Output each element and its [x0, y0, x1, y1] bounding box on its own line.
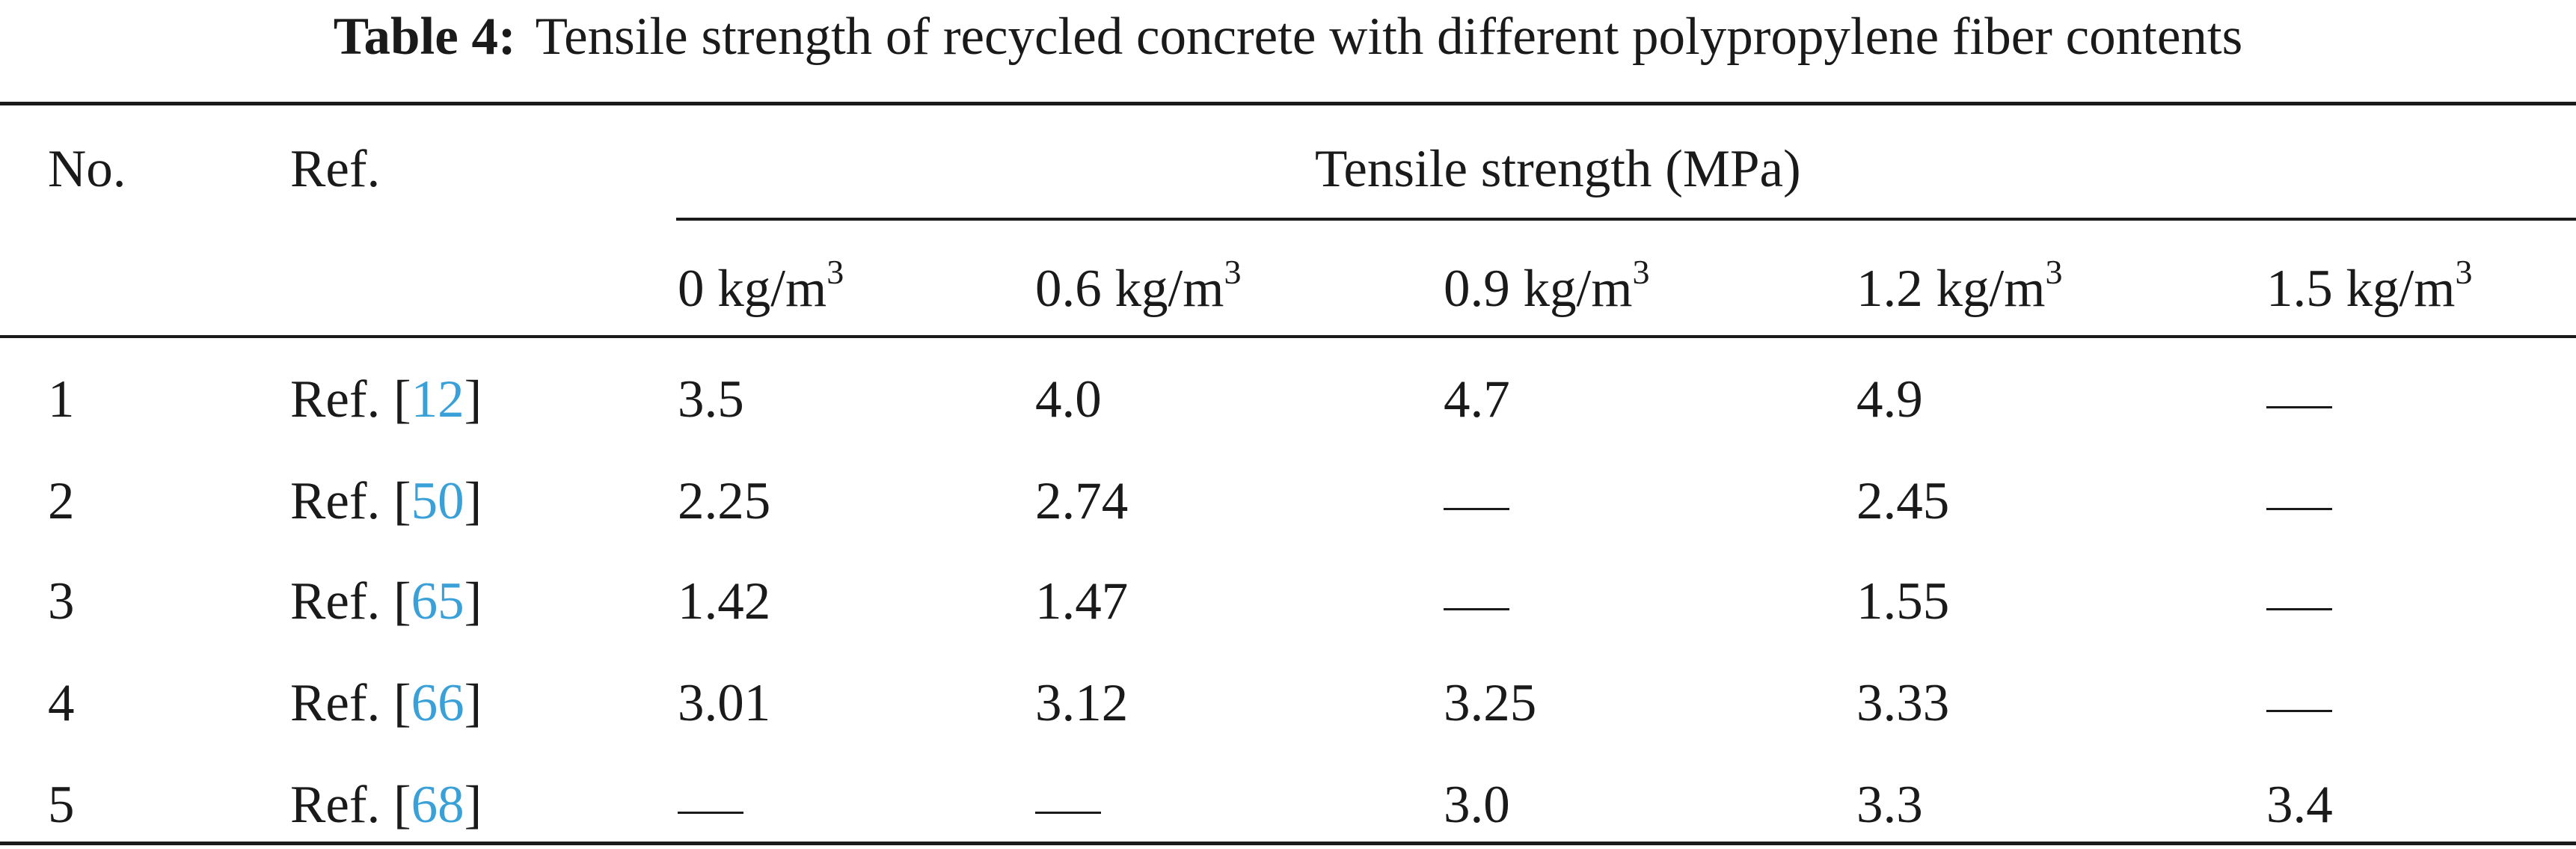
row-5-value-2 — [1035, 775, 1101, 835]
row-2-value-5 — [2266, 471, 2332, 531]
reference-link[interactable]: 50 — [411, 472, 464, 530]
table-bottom-rule — [0, 842, 2576, 845]
header-content-0-exp: 3 — [827, 253, 844, 291]
dash-placeholder — [2266, 508, 2332, 511]
table-caption-label: Table 4: — [333, 7, 516, 66]
header-content-0-value: 0 kg/m — [678, 260, 827, 318]
ref-prefix: Ref. [ — [290, 674, 411, 732]
reference-link[interactable]: 68 — [411, 776, 464, 834]
row-2-ref: Ref. [50] — [290, 471, 482, 531]
ref-prefix: Ref. [ — [290, 572, 411, 631]
row-2-value-3 — [1444, 471, 1509, 531]
dash-placeholder — [1035, 812, 1101, 815]
ref-suffix: ] — [464, 776, 482, 834]
row-4-value-2: 3.12 — [1035, 674, 1129, 732]
row-4-value-4: 3.33 — [1856, 674, 1950, 732]
ref-prefix: Ref. [ — [290, 776, 411, 834]
row-1-value-4: 4.9 — [1856, 370, 1923, 429]
row-4-no: 4 — [48, 674, 75, 732]
header-content-1-value: 0.6 kg/m — [1035, 260, 1224, 318]
row-4-ref: Ref. [66] — [290, 673, 482, 733]
header-content-3-exp: 3 — [2045, 253, 2063, 291]
header-content-3-value: 1.2 kg/m — [1856, 260, 2046, 318]
header-content-2-value: 0.9 kg/m — [1444, 260, 1633, 318]
row-3-value-4: 1.55 — [1856, 572, 1950, 631]
row-2-no: 2 — [48, 472, 75, 530]
table-caption: Table 4: Tensile strength of recycled con… — [0, 3, 2576, 70]
header-group-rule — [676, 218, 2576, 221]
reference-link[interactable]: 66 — [411, 674, 464, 732]
row-3-value-1: 1.42 — [678, 572, 771, 631]
dash-placeholder — [2266, 406, 2332, 409]
header-content-4: 1.5 kg/m3 — [2266, 255, 2472, 319]
row-2-value-4: 2.45 — [1856, 472, 1950, 530]
row-3-no: 3 — [48, 572, 75, 631]
row-1-value-3: 4.7 — [1444, 370, 1510, 429]
header-content-2: 0.9 kg/m3 — [1444, 255, 1649, 319]
header-content-0: 0 kg/m3 — [678, 255, 844, 319]
header-tensile-strength: Tensile strength (MPa) — [1315, 140, 1801, 198]
header-content-2-exp: 3 — [1632, 253, 1650, 291]
row-1-value-2: 4.0 — [1035, 370, 1102, 429]
row-5-value-1 — [678, 775, 743, 835]
ref-suffix: ] — [464, 674, 482, 732]
row-1-no: 1 — [48, 370, 75, 429]
ref-suffix: ] — [464, 472, 482, 530]
header-content-1: 0.6 kg/m3 — [1035, 255, 1241, 319]
row-2-value-2: 2.74 — [1035, 472, 1129, 530]
dash-placeholder — [1444, 608, 1509, 611]
table-top-rule — [0, 102, 2576, 105]
ref-prefix: Ref. [ — [290, 472, 411, 530]
row-5-ref: Ref. [68] — [290, 775, 482, 835]
ref-suffix: ] — [464, 370, 482, 429]
row-4-value-5 — [2266, 673, 2332, 733]
row-5-value-3: 3.0 — [1444, 776, 1510, 834]
reference-link[interactable]: 12 — [411, 370, 464, 429]
header-bottom-rule — [0, 335, 2576, 338]
reference-link[interactable]: 65 — [411, 572, 464, 631]
header-content-3: 1.2 kg/m3 — [1856, 255, 2062, 319]
ref-prefix: Ref. [ — [290, 370, 411, 429]
dash-placeholder — [1444, 508, 1509, 511]
header-content-4-value: 1.5 kg/m — [2266, 260, 2456, 318]
row-1-value-1: 3.5 — [678, 370, 744, 429]
row-1-value-5 — [2266, 370, 2332, 429]
header-no: No. — [48, 140, 126, 198]
row-5-no: 5 — [48, 776, 75, 834]
ref-suffix: ] — [464, 572, 482, 631]
row-4-value-1: 3.01 — [678, 674, 771, 732]
header-content-1-exp: 3 — [1224, 253, 1242, 291]
dash-placeholder — [2266, 608, 2332, 611]
row-5-value-4: 3.3 — [1856, 776, 1923, 834]
row-4-value-3: 3.25 — [1444, 674, 1537, 732]
row-5-value-5: 3.4 — [2266, 776, 2333, 834]
table-caption-text: Tensile strength of recycled concrete wi… — [535, 7, 2243, 66]
row-2-value-1: 2.25 — [678, 472, 771, 530]
row-3-value-2: 1.47 — [1035, 572, 1129, 631]
row-1-ref: Ref. [12] — [290, 370, 482, 429]
row-3-value-5 — [2266, 571, 2332, 631]
row-3-ref: Ref. [65] — [290, 571, 482, 631]
dash-placeholder — [678, 812, 743, 815]
header-ref: Ref. — [290, 140, 381, 198]
header-content-4-exp: 3 — [2455, 253, 2473, 291]
dash-placeholder — [2266, 710, 2332, 713]
row-3-value-3 — [1444, 571, 1509, 631]
